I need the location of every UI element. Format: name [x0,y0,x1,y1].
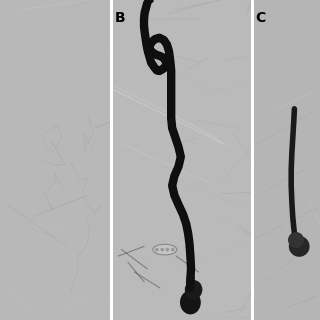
Circle shape [155,248,159,252]
Ellipse shape [180,291,201,314]
Circle shape [171,248,175,252]
Ellipse shape [288,232,304,248]
Text: C: C [256,11,266,25]
Bar [0,0,110,320]
Bar [110,0,113,320]
Ellipse shape [185,280,203,299]
Ellipse shape [153,244,177,255]
Circle shape [165,248,169,252]
Bar [113,0,251,320]
Bar [253,0,320,320]
Text: B: B [115,11,126,25]
Bar [251,0,254,320]
Ellipse shape [289,236,310,257]
Circle shape [160,248,164,252]
